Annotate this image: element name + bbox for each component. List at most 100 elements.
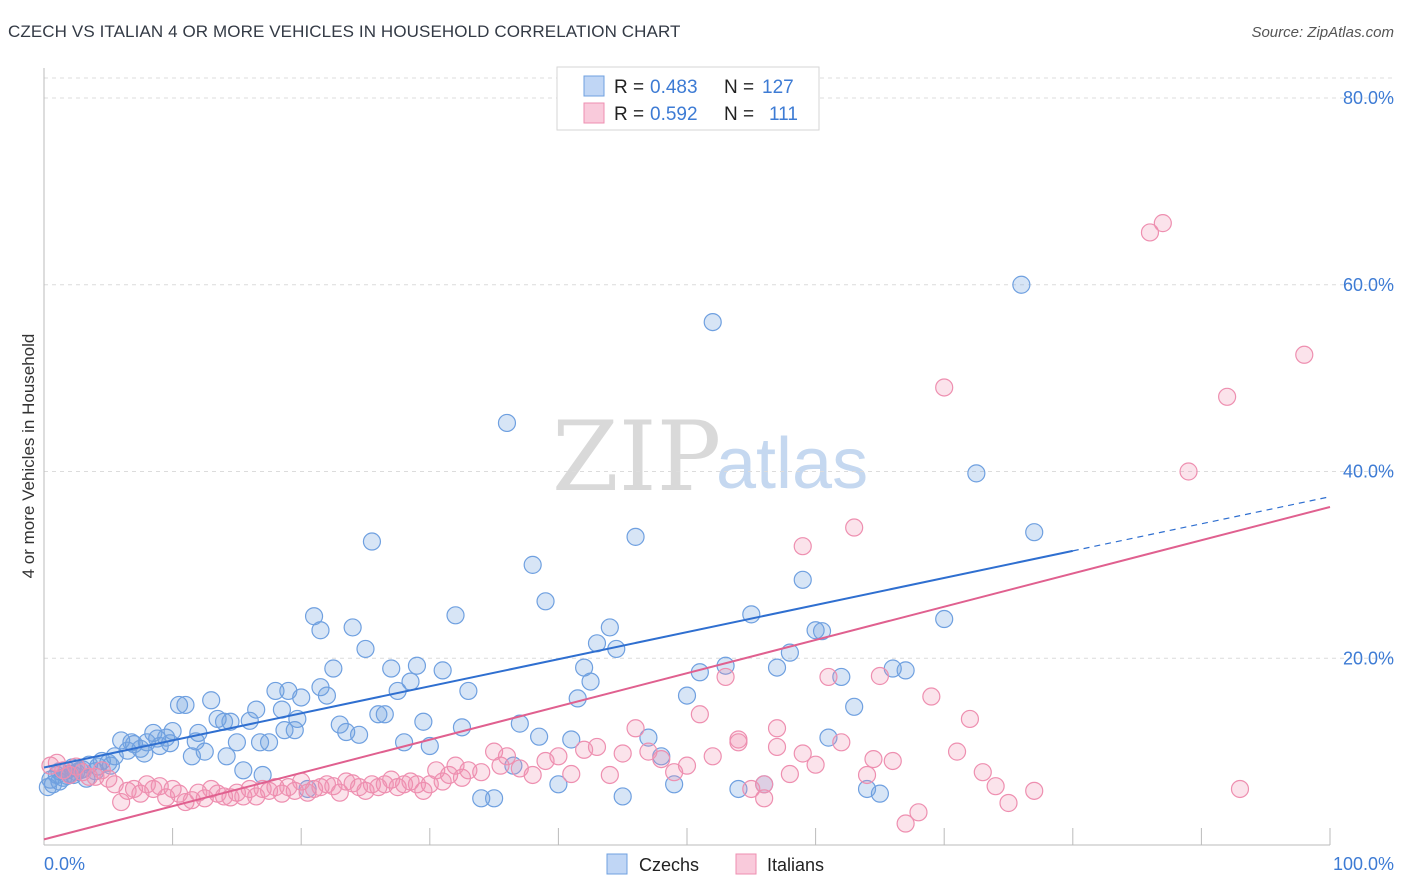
point-czechs-94 (729, 779, 748, 799)
point-czechs-109 (935, 609, 954, 629)
point-czechs-74 (523, 555, 542, 574)
point-italians-116 (729, 733, 748, 752)
point-czechs-87 (639, 728, 658, 747)
point-italians-111 (1153, 214, 1172, 233)
point-czechs-119 (135, 744, 154, 763)
point-italians-86 (716, 667, 735, 687)
legend-n-label-italians: N = (724, 104, 759, 125)
y-axis-label: 4 or more Vehicles in Household (19, 334, 38, 579)
point-italians-119 (793, 537, 812, 556)
point-czechs-62 (407, 656, 427, 675)
point-czechs-63 (414, 712, 433, 731)
point-czechs-97 (767, 658, 787, 677)
point-italians-109 (1025, 781, 1044, 800)
trend-line-italians (43, 506, 1331, 841)
point-italians-81 (652, 749, 671, 769)
point-czechs-124 (250, 733, 270, 752)
gridlines (44, 77, 1392, 659)
point-italians-93 (806, 755, 825, 774)
point-czechs-53 (349, 725, 369, 744)
point-czechs-90 (677, 686, 697, 705)
point-italians-58 (414, 781, 433, 800)
point-czechs-111 (1012, 275, 1031, 294)
y-tick-label-20: 20.0% (1343, 648, 1394, 668)
point-czechs-35 (234, 761, 253, 780)
point-italians-105 (960, 709, 980, 729)
point-czechs-103 (832, 667, 851, 687)
point-czechs-73 (510, 714, 529, 733)
point-czechs-26 (176, 695, 195, 715)
point-italians-117 (755, 775, 774, 794)
point-czechs-86 (626, 527, 645, 546)
point-czechs-81 (581, 672, 600, 691)
point-italians-66 (472, 763, 491, 782)
data-points (38, 214, 1314, 833)
point-italians-115 (1295, 345, 1314, 364)
point-italians-96 (845, 518, 864, 537)
bottom-legend-swatch-italians (735, 853, 757, 875)
point-italians-97 (857, 765, 877, 785)
point-czechs-29 (195, 742, 214, 761)
trend-line-czechs (43, 549, 1074, 769)
point-italians-83 (677, 756, 697, 775)
point-italians-68 (491, 756, 510, 775)
point-czechs-44 (292, 688, 311, 707)
point-czechs-54 (356, 639, 375, 659)
legend-swatch-italians (583, 102, 605, 124)
point-italians-89 (755, 789, 774, 808)
point-italians-84 (690, 705, 709, 724)
point-czechs-70 (485, 789, 504, 808)
point-italians-78 (613, 744, 632, 763)
trend-line-czechs-extension (1072, 496, 1331, 552)
point-italians-112 (1179, 462, 1198, 481)
bottom-legend-label-italians: Italians (767, 855, 824, 875)
point-italians-77 (600, 765, 619, 785)
point-czechs-127 (311, 678, 330, 697)
point-czechs-85 (613, 787, 632, 806)
point-italians-79 (626, 719, 645, 738)
bottom-legend: Czechs Italians (606, 853, 824, 875)
point-italians-91 (780, 764, 799, 784)
legend-swatch-czechs (583, 75, 605, 97)
point-czechs-52 (343, 618, 362, 637)
point-czechs-34 (227, 733, 246, 752)
point-italians-85 (703, 747, 722, 766)
point-czechs-57 (375, 705, 394, 724)
source-label: Source: ZipAtlas.com (1251, 24, 1394, 41)
point-czechs-78 (562, 730, 581, 749)
x-tick-label-min: 0.0% (44, 854, 85, 874)
point-italians-64 (452, 768, 472, 787)
y-tick-labels: 20.0% 40.0% 60.0% 80.0% (1343, 88, 1394, 668)
legend-r-label-czechs: R = (614, 77, 649, 98)
legend: R = 0.483 N = 127 R = 0.592 N = 111 (556, 66, 820, 131)
point-czechs-0 (38, 778, 57, 797)
point-italians-101 (909, 803, 928, 822)
point-czechs-68 (459, 681, 478, 701)
legend-r-value-italians: 0.592 (650, 104, 698, 125)
chart-title: CZECH VS ITALIAN 4 OR MORE VEHICLES IN H… (8, 22, 681, 41)
point-italians-76 (587, 737, 607, 757)
point-italians-95 (832, 733, 851, 752)
point-italians-107 (986, 777, 1005, 796)
point-czechs-30 (202, 691, 221, 710)
watermark-atlas: atlas (716, 424, 868, 504)
point-italians-61 (433, 772, 452, 791)
point-czechs-49 (324, 659, 343, 678)
legend-n-label-czechs: N = (724, 77, 759, 98)
point-italians-45 (330, 783, 349, 802)
legend-n-value-italians: 111 (769, 104, 798, 125)
point-italians-11 (112, 792, 131, 812)
point-czechs-99 (793, 570, 812, 589)
point-czechs-77 (549, 775, 568, 794)
point-czechs-56 (369, 705, 388, 724)
point-czechs-25 (169, 695, 189, 715)
point-czechs-118 (122, 733, 141, 752)
point-czechs-43 (285, 721, 304, 740)
point-italians-73 (549, 747, 568, 766)
point-czechs-40 (266, 681, 285, 701)
point-czechs-100 (806, 621, 825, 640)
point-italians-43 (317, 775, 337, 794)
point-italians-104 (947, 742, 967, 761)
point-italians-108 (999, 793, 1018, 813)
